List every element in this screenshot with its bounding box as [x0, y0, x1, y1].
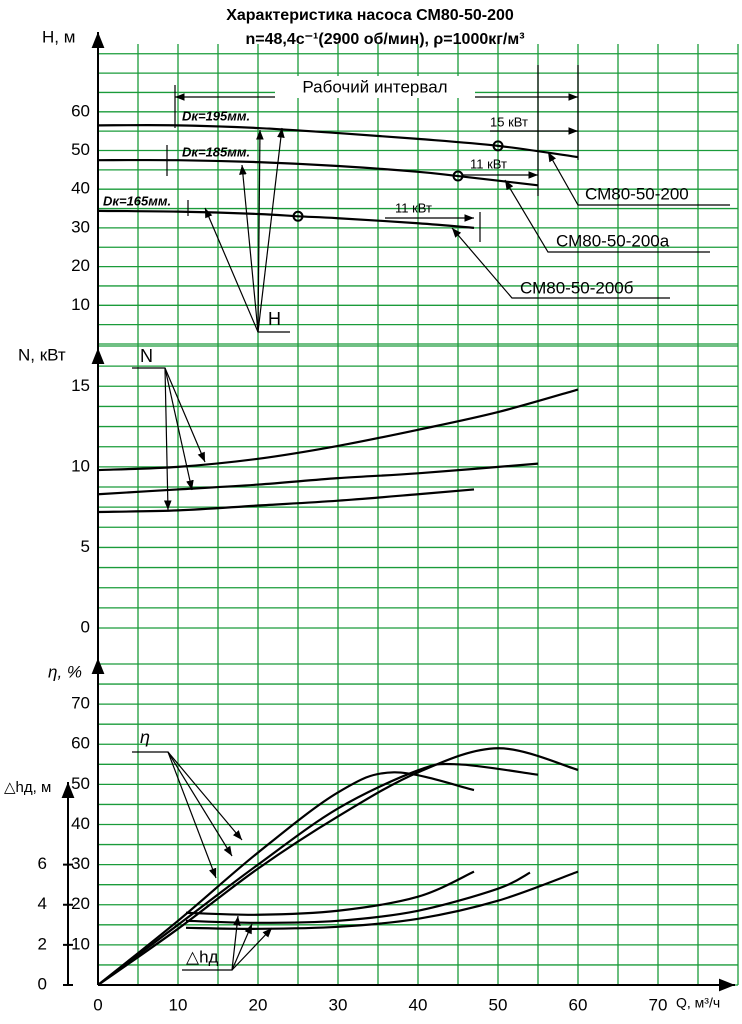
annotation: N — [140, 346, 153, 366]
annotation: 15 кВт — [490, 114, 528, 129]
x-tick-label: 30 — [329, 995, 348, 1014]
y-axis-label: η, % — [48, 662, 82, 681]
name-leader — [504, 179, 710, 253]
line-series — [185, 871, 531, 924]
series-label: СМ80-50-200б — [520, 278, 634, 297]
line-series — [97, 209, 475, 229]
duty-point — [292, 210, 304, 222]
y-tick-label: 20 — [71, 894, 90, 913]
y2-tick-label: 6 — [38, 854, 47, 873]
y2-tick-label: 0 — [38, 974, 47, 993]
x-tick-label: 50 — [489, 995, 508, 1014]
y-tick-label: 0 — [81, 617, 90, 636]
line-series — [97, 462, 539, 496]
y-tick-label: 40 — [71, 814, 90, 833]
x-tick-label: 60 — [569, 995, 588, 1014]
y-tick-label: 40 — [71, 179, 90, 198]
grid — [97, 44, 739, 986]
line-series — [185, 870, 475, 916]
duty-point — [492, 140, 504, 152]
y2-tick-label: 2 — [38, 934, 47, 953]
x-tick-label: 40 — [409, 995, 428, 1014]
y-axis-label: N, кВт — [18, 345, 66, 364]
line-series — [185, 870, 579, 930]
dh-leader — [231, 923, 253, 971]
annotation: Рабочий интервал — [302, 77, 447, 96]
label-bg — [275, 76, 475, 98]
line-series — [97, 762, 539, 986]
chart-subtitle: n=48,4с⁻¹(2900 об/мин), ρ=1000кг/м³ — [245, 31, 524, 48]
annotation: 11 кВт — [470, 156, 507, 171]
y-tick-label: 5 — [81, 537, 90, 556]
y-tick-label: 50 — [71, 774, 90, 793]
x-axis-label: Q, м³/ч — [676, 995, 720, 1011]
annotation: η — [140, 727, 150, 747]
x-tick-label: 10 — [169, 995, 188, 1014]
eta-leader — [167, 751, 217, 879]
annotation: Dк=165мм. — [103, 193, 171, 208]
n-leader — [163, 367, 172, 511]
line-series — [97, 158, 539, 187]
y-tick-label: 50 — [71, 140, 90, 159]
line-series — [97, 388, 579, 472]
n-leader — [164, 367, 194, 491]
line-series — [97, 771, 475, 986]
axes — [61, 32, 735, 992]
h-leader — [256, 129, 264, 333]
y-tick-label: 60 — [71, 734, 90, 753]
y-tick-label: 70 — [71, 694, 90, 713]
h-leader — [239, 164, 259, 333]
name-leader — [451, 227, 670, 299]
duty-point — [452, 170, 464, 182]
annotation: Dк=185мм. — [182, 144, 250, 159]
series-label: СМ80-50-200 — [585, 184, 689, 203]
y-tick-label: 60 — [71, 101, 90, 120]
y-tick-label: 15 — [71, 376, 90, 395]
y-tick-label: 30 — [71, 217, 90, 236]
y-tick-label: 30 — [71, 854, 90, 873]
series-label: СМ80-50-200а — [556, 231, 670, 250]
chart-title: Характеристика насоса СМ80-50-200 — [226, 7, 514, 24]
line-series — [97, 488, 475, 514]
annotation: △hд — [186, 947, 219, 966]
x-tick-label: 70 — [649, 995, 668, 1014]
annotation: Dк=195мм. — [182, 108, 250, 123]
h-leader — [257, 127, 285, 333]
y-axis-label: H, м — [42, 27, 75, 46]
annotation: H — [268, 309, 281, 329]
eta-leader — [167, 751, 233, 857]
annotation: 11 кВт — [395, 200, 432, 215]
y2-axis-label: △hд, м — [4, 779, 51, 796]
y-tick-label: 20 — [71, 256, 90, 275]
y2-tick-label: 4 — [38, 894, 47, 913]
y-tick-label: 10 — [71, 295, 90, 314]
dh-leader — [231, 927, 273, 971]
x-tick-label: 0 — [93, 995, 102, 1014]
line-series — [97, 124, 579, 159]
y-tick-label: 10 — [71, 934, 90, 953]
eta-leader — [132, 751, 243, 841]
name-leader — [547, 151, 730, 206]
y-tick-label: 10 — [71, 456, 90, 475]
x-tick-label: 20 — [249, 995, 268, 1014]
line-series — [97, 747, 579, 986]
